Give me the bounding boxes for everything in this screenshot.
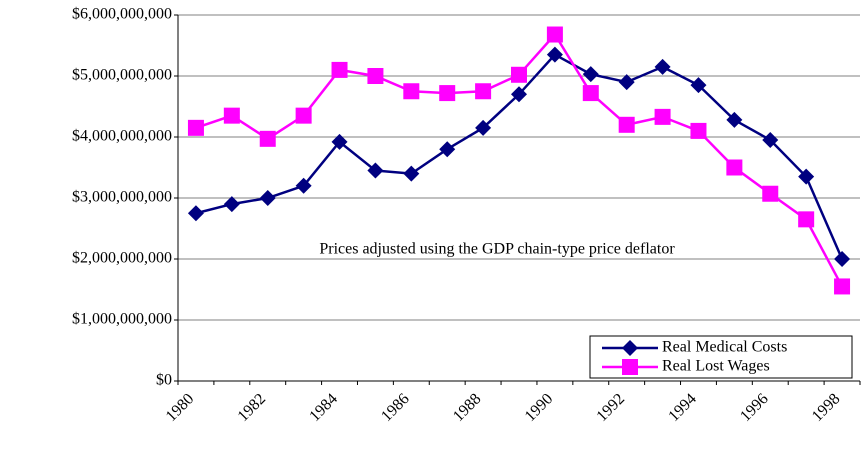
marker — [654, 108, 671, 125]
marker — [582, 85, 599, 102]
legend-marker — [622, 359, 638, 375]
marker — [439, 85, 456, 102]
marker — [726, 111, 743, 128]
marker — [223, 107, 240, 124]
y-tick-label: $0 — [156, 372, 172, 389]
marker — [618, 74, 635, 91]
marker — [331, 61, 348, 78]
legend-label: Real Lost Wages — [662, 358, 770, 375]
marker — [690, 77, 707, 94]
marker — [511, 66, 527, 83]
marker — [187, 205, 204, 222]
marker — [295, 107, 312, 124]
x-tick-label: 1982 — [235, 390, 270, 425]
marker — [403, 83, 420, 100]
marker — [834, 251, 851, 267]
legend-label: Real Medical Costs — [662, 339, 787, 356]
marker — [475, 119, 492, 136]
x-tick-label: 1992 — [593, 390, 628, 425]
marker — [798, 211, 815, 228]
y-tick-label: $2,000,000,000 — [72, 250, 172, 267]
marker — [798, 168, 815, 185]
marker — [511, 86, 527, 103]
marker — [259, 130, 276, 147]
y-tick-label: $1,000,000,000 — [72, 311, 172, 328]
marker — [546, 26, 563, 43]
x-tick-label: 1996 — [737, 390, 772, 425]
marker — [546, 46, 563, 63]
marker — [223, 196, 240, 213]
series-line — [195, 53, 844, 260]
marker — [690, 122, 707, 139]
x-tick-label: 1980 — [163, 390, 198, 425]
marker — [187, 119, 204, 136]
marker — [439, 141, 456, 158]
legend-marker — [622, 340, 638, 356]
x-tick-label: 1994 — [665, 390, 700, 425]
x-tick-label: 1990 — [522, 390, 557, 425]
y-tick-label: $4,000,000,000 — [72, 128, 172, 145]
marker — [475, 83, 492, 100]
x-tick-label: 1988 — [450, 390, 485, 425]
x-tick-label: 1986 — [378, 390, 413, 425]
y-tick-label: $3,000,000,000 — [72, 189, 172, 206]
marker — [582, 66, 599, 83]
x-tick-label: 1998 — [809, 390, 844, 425]
annotation: Prices adjusted using the GDP chain-type… — [319, 241, 675, 258]
marker — [367, 68, 384, 84]
x-tick-label: 1984 — [306, 390, 341, 425]
marker — [762, 132, 779, 149]
marker — [403, 165, 420, 182]
marker — [331, 133, 348, 150]
marker — [762, 185, 779, 202]
marker — [618, 116, 635, 133]
marker — [259, 190, 276, 206]
marker — [654, 58, 671, 75]
marker — [367, 162, 384, 179]
marker — [834, 278, 851, 295]
y-tick-label: $5,000,000,000 — [72, 67, 172, 84]
marker — [295, 177, 312, 194]
y-tick-label: $6,000,000,000 — [72, 6, 172, 23]
marker — [726, 159, 743, 176]
